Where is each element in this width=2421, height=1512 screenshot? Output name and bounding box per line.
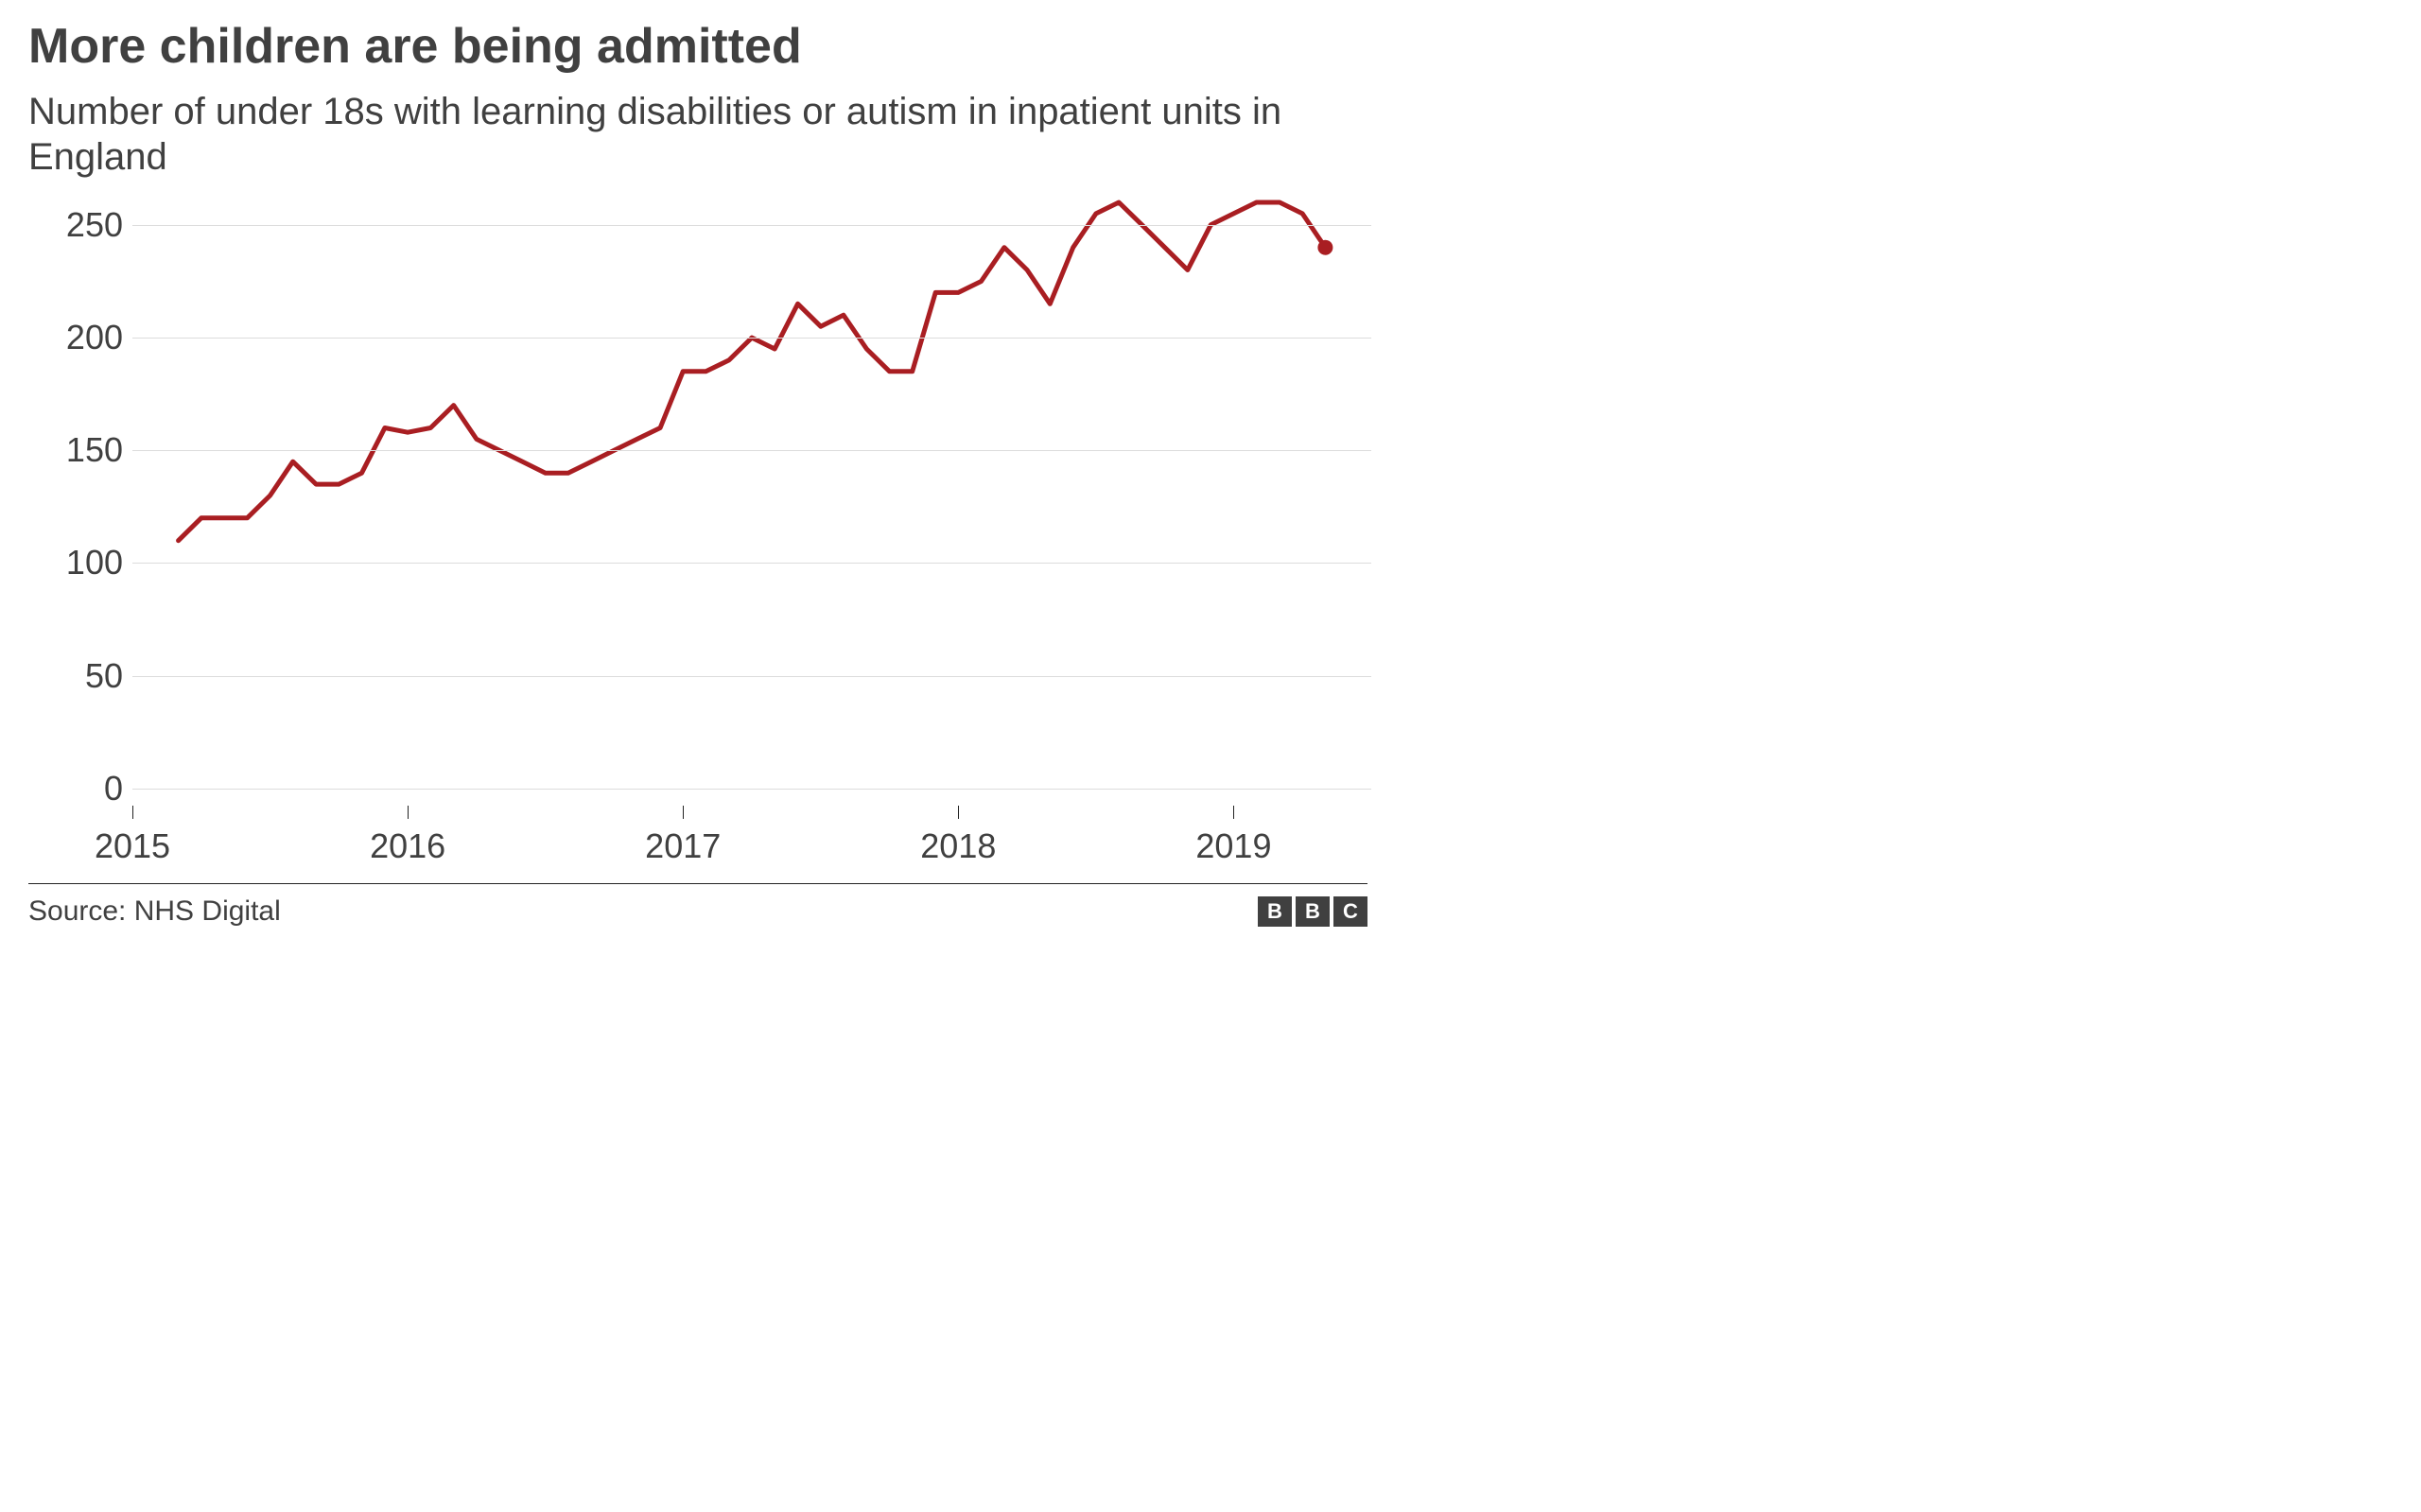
gridline xyxy=(132,676,1371,677)
gridline xyxy=(132,789,1371,790)
chart-plot-area: 050100150200250 20152016201720182019 xyxy=(28,202,1371,789)
y-tick-label: 100 xyxy=(66,543,123,582)
x-tick-label: 2017 xyxy=(645,826,721,866)
chart-footer: Source: NHS Digital B B C xyxy=(28,883,1367,928)
chart-subtitle: Number of under 18s with learning disabi… xyxy=(28,89,1367,180)
y-tick-label: 200 xyxy=(66,318,123,357)
y-tick-label: 0 xyxy=(104,769,123,808)
chart-title: More children are being admitted xyxy=(28,19,1367,76)
gridline xyxy=(132,338,1371,339)
line-series xyxy=(132,202,1371,789)
x-tick-label: 2018 xyxy=(920,826,996,866)
bbc-logo-letter: B xyxy=(1296,896,1330,927)
y-tick-label: 50 xyxy=(85,656,123,696)
y-axis: 050100150200250 xyxy=(28,202,123,789)
x-tick xyxy=(683,806,684,819)
x-tick-label: 2015 xyxy=(95,826,170,866)
x-tick-label: 2016 xyxy=(370,826,445,866)
bbc-logo: B B C xyxy=(1258,896,1367,927)
y-tick-label: 150 xyxy=(66,430,123,470)
gridline xyxy=(132,225,1371,226)
x-tick xyxy=(132,806,133,819)
series-endpoint-marker xyxy=(1317,239,1332,254)
bbc-logo-letter: B xyxy=(1258,896,1292,927)
x-tick-label: 2019 xyxy=(1195,826,1271,866)
x-tick xyxy=(1233,806,1234,819)
y-tick-label: 250 xyxy=(66,205,123,245)
series-line xyxy=(179,202,1326,541)
source-text: Source: NHS Digital xyxy=(28,895,281,928)
gridline xyxy=(132,450,1371,451)
gridline xyxy=(132,563,1371,564)
plot-region xyxy=(132,202,1371,789)
x-tick xyxy=(958,806,959,819)
bbc-logo-letter: C xyxy=(1333,896,1367,927)
chart-container: More children are being admitted Number … xyxy=(0,0,1396,947)
x-tick xyxy=(408,806,409,819)
